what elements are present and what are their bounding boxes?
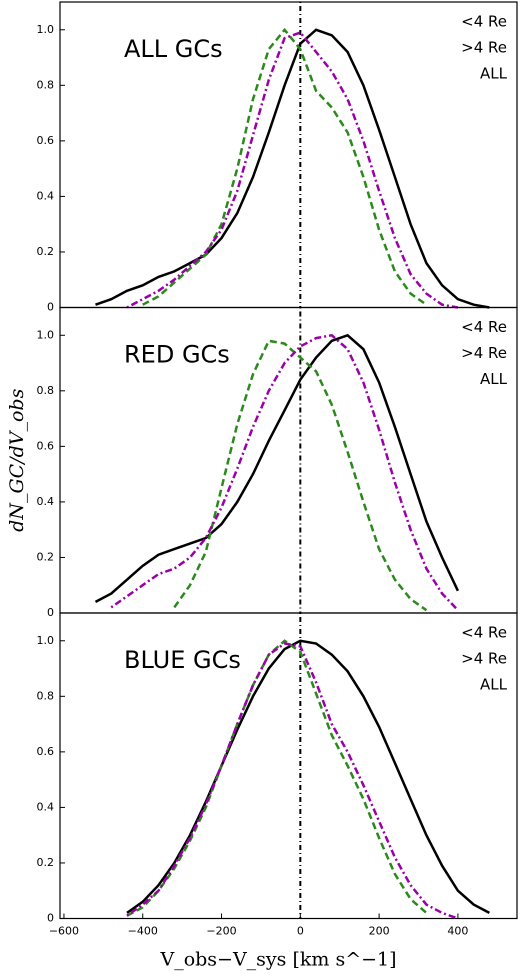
x-tick-label: −600 xyxy=(49,925,79,938)
series-line xyxy=(126,642,459,920)
y-tick-label: 0.4 xyxy=(37,495,55,508)
legend-entry: >4 Re xyxy=(461,344,507,362)
y-tick-label: 0 xyxy=(47,606,54,619)
panel-annotation: ALL GCs xyxy=(124,35,223,63)
series-line xyxy=(126,31,459,309)
y-tick-label: 0.8 xyxy=(37,689,55,702)
y-tick-label: 0.4 xyxy=(37,189,55,202)
panel-annotation: RED GCs xyxy=(124,341,230,369)
legend-entry: >4 Re xyxy=(461,650,507,668)
y-tick-label: 0.2 xyxy=(37,245,55,258)
y-tick-label: 0.2 xyxy=(37,550,55,563)
y-tick-label: 0 xyxy=(47,301,54,314)
series-line xyxy=(110,333,459,612)
legend-entry: >4 Re xyxy=(461,39,507,57)
x-tick-label: −400 xyxy=(128,925,158,938)
y-tick-label: 1.0 xyxy=(37,23,55,36)
y-tick-label: 0.2 xyxy=(37,856,55,869)
legend-entry: <4 Re xyxy=(461,624,507,642)
series-line xyxy=(126,639,428,917)
legend-entry: <4 Re xyxy=(461,318,507,336)
x-tick-label: 200 xyxy=(369,925,390,938)
x-tick-label: −200 xyxy=(206,925,236,938)
x-tick-label: 0 xyxy=(297,925,304,938)
y-tick-label: 0.6 xyxy=(37,439,55,452)
legend-entry: ALL xyxy=(480,370,508,388)
series-line xyxy=(173,339,428,612)
series-line xyxy=(95,28,490,309)
y-tick-label: 0 xyxy=(47,912,54,925)
legend-entry: ALL xyxy=(480,65,508,83)
y-tick-label: 0.6 xyxy=(37,134,55,147)
x-axis-label: V_obs−V_sys [km s^−1] xyxy=(159,949,396,971)
y-tick-label: 0.4 xyxy=(37,800,55,813)
y-tick-label: 0.8 xyxy=(37,78,55,91)
series-line xyxy=(126,639,490,915)
y-axis-label: dN_GC/dV_obs xyxy=(6,388,28,531)
plot-frame xyxy=(59,612,518,920)
x-tick-label: 400 xyxy=(447,925,468,938)
series-line xyxy=(94,333,460,604)
y-tick-label: 1.0 xyxy=(37,634,55,647)
legend-entry: ALL xyxy=(480,676,508,694)
y-tick-label: 1.0 xyxy=(37,328,55,341)
y-tick-label: 0.6 xyxy=(37,745,55,758)
y-tick-label: 0.8 xyxy=(37,384,55,397)
panel-annotation: BLUE GCs xyxy=(124,646,241,674)
legend-entry: <4 Re xyxy=(461,13,507,31)
series-line xyxy=(142,27,428,306)
